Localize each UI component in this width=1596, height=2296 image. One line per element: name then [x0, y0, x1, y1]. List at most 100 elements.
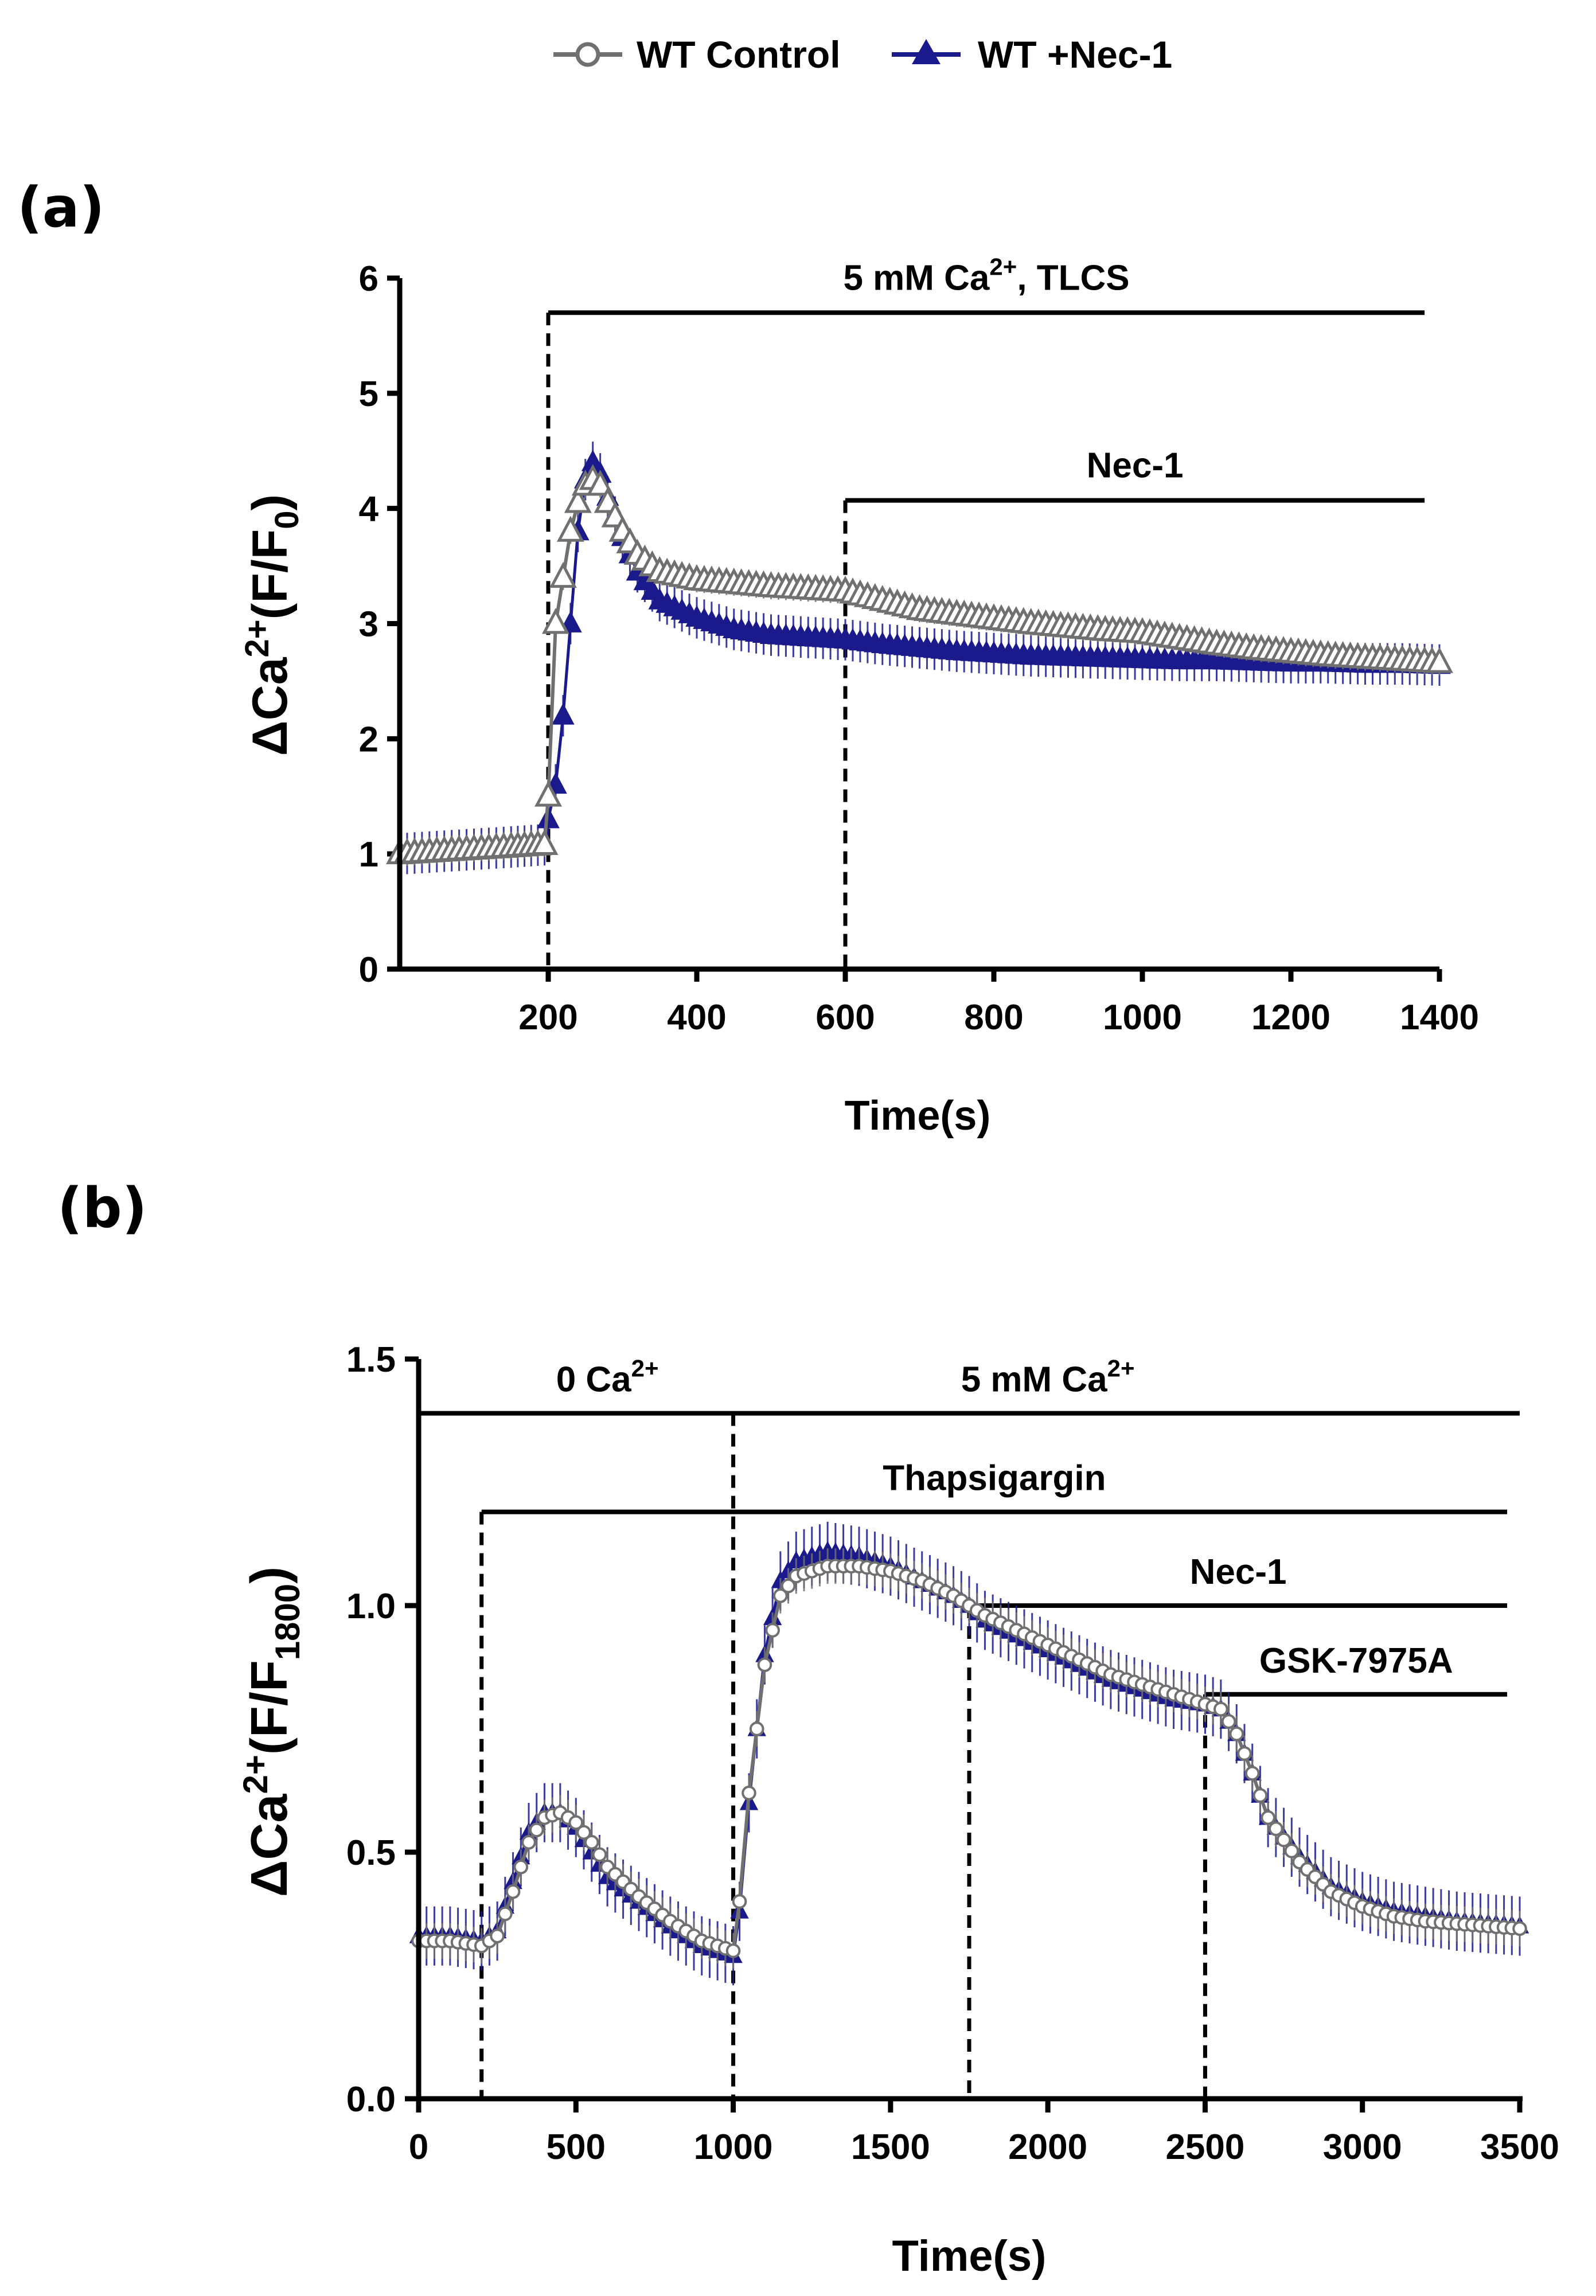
data-point-wt-control — [541, 608, 569, 634]
panel-label-b: (b) — [57, 1176, 147, 1240]
chart-panel-b: 0.0 0.5 1.0 1.5 0 500 1000 1500 2000 2500 3000 350… — [236, 1340, 1559, 2281]
treatment-label: Thapsigargin — [883, 1459, 1106, 1498]
series-a — [386, 442, 1453, 875]
data-point-wt-control — [530, 829, 559, 855]
y-label-a-sup: 2+ — [239, 619, 276, 657]
data-point-wt-control — [1284, 1844, 1300, 1858]
x-tick-label: 2000 — [1008, 2127, 1087, 2167]
data-point-wt-control — [773, 1588, 788, 1603]
y-label-b-mid: (F/F — [241, 1660, 298, 1755]
y-label-a-mid: (F/F — [243, 529, 298, 620]
chart-panel-a: 0 1 2 3 4 5 6 200 400 600 800 1000 1200 1400 5 mM Ca… — [239, 253, 1479, 1139]
y-tick-label: 5 — [359, 374, 378, 414]
data-point-wt-control — [732, 1894, 747, 1909]
open-circle-icon — [575, 42, 600, 67]
x-tick-label: 0 — [409, 2127, 428, 2167]
data-point-wt-control — [513, 1860, 529, 1875]
y-label-b-sub: 1800 — [268, 1584, 307, 1660]
data-point-wt-control — [1261, 1810, 1275, 1825]
data-point-wt-control — [521, 1835, 536, 1850]
panel-label-a: (a) — [17, 175, 105, 240]
treatment-label: Nec-1 — [1190, 1552, 1287, 1592]
data-point-wt-nec1 — [552, 703, 575, 725]
x-tick-label: 1000 — [1103, 998, 1182, 1037]
data-point-wt-control — [534, 780, 562, 807]
x-ticks-a: 200 400 600 800 1000 1200 1400 — [518, 969, 1479, 1037]
treatment-label: 5 mM Ca2+, TLCS — [843, 253, 1129, 298]
x-tick-label: 2500 — [1165, 2127, 1244, 2167]
y-tick-label: 4 — [359, 490, 379, 529]
data-point-wt-control — [1213, 1701, 1228, 1717]
y-label-b-sup: 2+ — [236, 1755, 275, 1794]
y-tick-label: 0.5 — [346, 1833, 396, 1873]
y-tick-label: 1.5 — [346, 1340, 396, 1380]
data-point-wt-control — [490, 1928, 505, 1943]
x-ticks-b: 0 500 1000 1500 2000 2500 3000 3500 — [409, 2099, 1559, 2167]
x-tick-label: 3500 — [1480, 2127, 1559, 2167]
data-point-wt-control — [1252, 1788, 1268, 1803]
annotations-b: 0 Ca2+ 5 mM Ca2+ Thapsigargin Nec-1 GSK-7975… — [419, 1355, 1520, 2099]
y-axis-label-a: ΔCa2+(F/F0) — [239, 494, 306, 756]
data-point-wt-control — [1244, 1766, 1260, 1781]
y-label-a-prefix: ΔCa — [243, 657, 298, 756]
y-tick-label: 6 — [359, 259, 378, 299]
y-tick-label: 2 — [359, 720, 378, 759]
x-tick-label: 400 — [667, 998, 726, 1037]
data-point-wt-control — [1221, 1714, 1236, 1729]
data-point-wt-control — [584, 1835, 599, 1850]
legend-item-wt-nec1: WT +Nec-1 — [892, 33, 1172, 76]
data-point-wt-control — [1512, 1921, 1527, 1936]
data-point-wt-control — [742, 1786, 756, 1801]
data-point-wt-control — [1229, 1726, 1244, 1741]
y-tick-label: 1.0 — [346, 1587, 396, 1626]
x-tick-label: 200 — [518, 998, 577, 1037]
treatment-label: 5 mM Ca2+ — [961, 1355, 1135, 1400]
legend-label-wt-control: WT Control — [637, 33, 841, 76]
data-point-wt-control — [568, 1815, 584, 1830]
data-point-wt-control — [549, 561, 577, 588]
y-ticks-a: 0 1 2 3 4 5 6 — [359, 259, 400, 990]
y-label-a-sub: 0 — [268, 510, 306, 529]
treatment-label: GSK-7975A — [1259, 1641, 1453, 1681]
data-point-wt-control — [586, 470, 614, 496]
data-point-wt-control — [592, 1847, 607, 1862]
data-point-wt-control — [725, 1943, 741, 1958]
x-axis-label-b: Time(s) — [892, 2232, 1047, 2281]
y-axis-label-b: ΔCa2+(F/F1800) — [236, 1567, 307, 1897]
x-tick-label: 1500 — [851, 2127, 930, 2167]
legend-item-wt-control: WT Control — [553, 33, 841, 76]
data-point-wt-control — [556, 516, 584, 542]
data-point-wt-control — [1269, 1821, 1283, 1836]
filled-triangle-icon — [912, 39, 941, 64]
data-point-wt-control — [1276, 1832, 1291, 1848]
data-point-wt-control — [757, 1657, 772, 1672]
x-tick-label: 1400 — [1400, 998, 1479, 1037]
data-point-wt-control — [505, 1884, 521, 1899]
y-tick-label: 1 — [359, 835, 378, 874]
x-tick-label: 600 — [815, 998, 875, 1037]
y-tick-label: 0.0 — [346, 2080, 396, 2119]
data-point-wt-control — [765, 1623, 780, 1638]
data-point-wt-control — [1426, 647, 1453, 673]
y-label-a-suffix: ) — [243, 494, 298, 511]
data-point-wt-control — [1237, 1746, 1252, 1761]
annotations-a: 5 mM Ca2+, TLCS Nec-1 — [546, 253, 1425, 969]
treatment-label: Nec-1 — [1087, 446, 1184, 486]
y-tick-label: 3 — [359, 605, 378, 645]
x-tick-label: 1000 — [694, 2127, 773, 2167]
data-point-wt-control — [498, 1906, 513, 1922]
treatment-label: 0 Ca2+ — [556, 1355, 659, 1400]
x-tick-label: 1200 — [1251, 998, 1330, 1037]
y-ticks-b: 0.0 0.5 1.0 1.5 — [346, 1340, 419, 2119]
data-point-wt-control — [529, 1822, 544, 1838]
y-tick-label: 0 — [359, 950, 378, 990]
data-point-wt-control — [576, 1825, 591, 1840]
x-tick-label: 800 — [964, 998, 1023, 1037]
x-tick-label: 3000 — [1323, 2127, 1402, 2167]
data-point-wt-control — [749, 1721, 764, 1736]
data-point-wt-control — [564, 487, 592, 513]
series-b — [409, 1521, 1529, 1986]
legend-label-wt-nec1: WT +Nec-1 — [978, 33, 1172, 76]
legend: WT Control WT +Nec-1 — [553, 33, 1172, 76]
